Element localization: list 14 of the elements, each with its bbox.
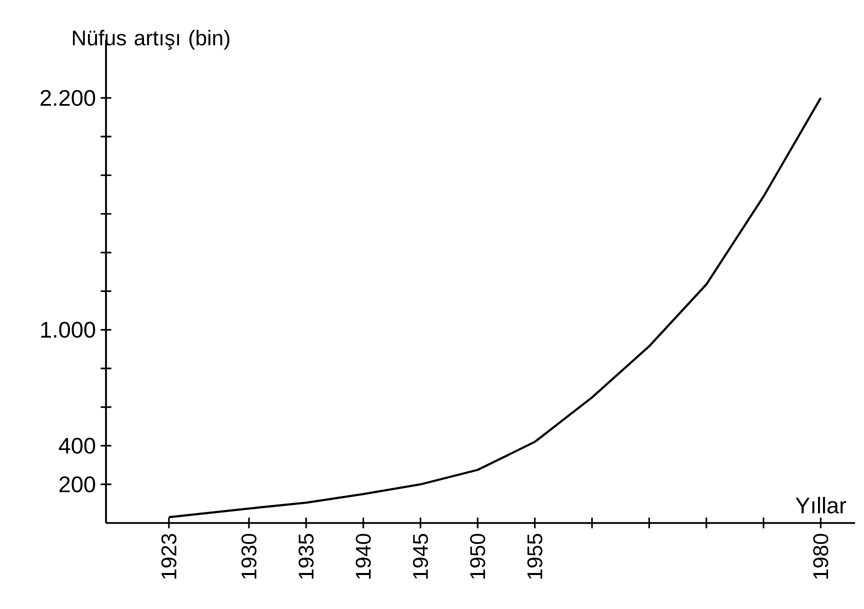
x-tick-label: 1930 xyxy=(241,534,256,579)
x-tick-label: 1935 xyxy=(298,534,314,579)
x-tick-label: 1923 xyxy=(161,534,176,579)
x-tick-label: 1955 xyxy=(527,534,542,579)
x-tick-label: 1980 xyxy=(813,534,828,579)
y-tick-label: 400 xyxy=(58,438,96,454)
y-tick-label: 1.000 xyxy=(41,322,96,338)
x-tick-label: 1950 xyxy=(470,534,486,579)
y-tick-label: 200 xyxy=(59,476,96,492)
y-tick-label: 2.200 xyxy=(40,90,96,106)
x-tick-label: 1940 xyxy=(356,534,371,579)
x-tick-label: 1945 xyxy=(412,534,428,579)
y-axis-title: Nüfus artışı (bin) xyxy=(72,30,230,50)
x-axis-title: Yıllar xyxy=(796,496,846,514)
